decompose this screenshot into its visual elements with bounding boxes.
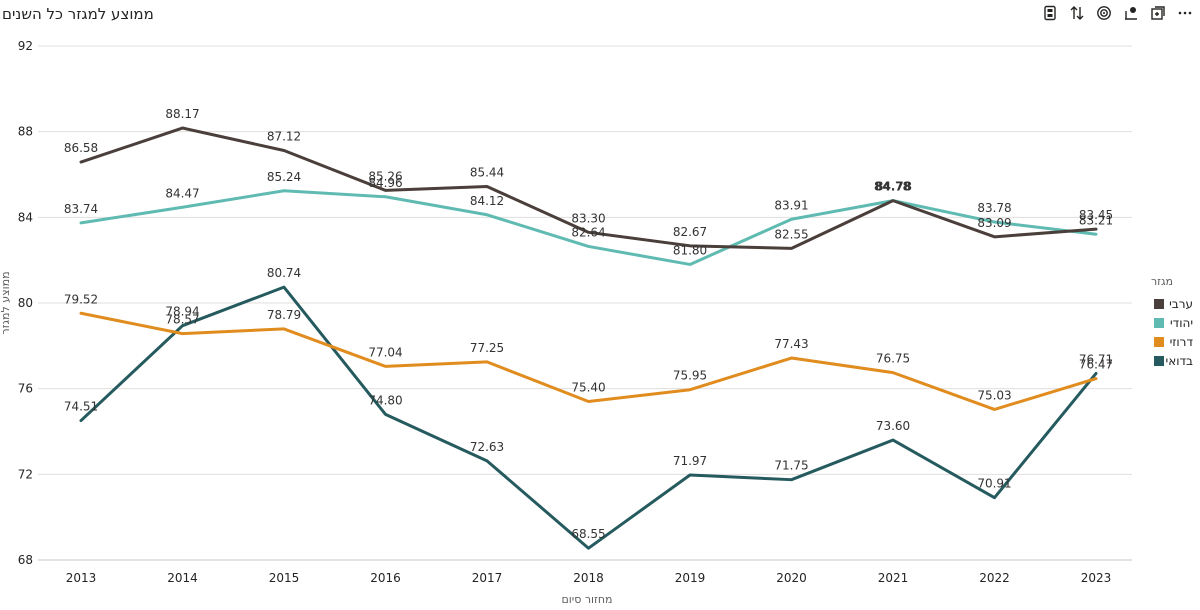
data-label: 85.26: [368, 169, 402, 183]
series-line[interactable]: [79, 126, 1098, 250]
x-tick-label: 2017: [472, 571, 503, 585]
y-axis-title: ממוצע למגזר: [0, 271, 12, 334]
more-icon[interactable]: [1176, 4, 1194, 22]
legend-swatch[interactable]: [1154, 337, 1164, 347]
data-label: 83.09: [977, 216, 1011, 230]
legend-label[interactable]: יהודי: [1170, 316, 1193, 330]
data-label: 83.21: [1079, 213, 1113, 227]
data-label: 75.40: [571, 381, 605, 395]
data-label: 74.80: [368, 393, 402, 407]
y-tick-label: 92: [18, 39, 33, 53]
expand-icon[interactable]: [1149, 4, 1167, 22]
legend-label[interactable]: דרוזי: [1170, 335, 1194, 349]
data-label: 84.96: [368, 176, 402, 190]
y-tick-label: 68: [18, 553, 33, 567]
data-label: 84.12: [470, 194, 504, 208]
data-label: 85.44: [470, 165, 504, 179]
data-label: 80.74: [267, 266, 301, 280]
focus-icon[interactable]: [1095, 4, 1113, 22]
y-tick-label: 76: [18, 382, 33, 396]
series-line[interactable]: [79, 285, 1098, 550]
data-label: 77.43: [774, 337, 808, 351]
y-tick-label: 72: [18, 467, 33, 481]
legend-swatch[interactable]: [1154, 356, 1164, 366]
series-line[interactable]: [79, 311, 1098, 411]
data-label: 68.55: [571, 527, 605, 541]
data-label: 86.58: [64, 141, 98, 155]
spotlight-icon[interactable]: [1122, 4, 1140, 22]
data-label: 84.78: [874, 180, 912, 194]
data-label: 88.17: [165, 107, 199, 121]
legend-title: מגזר: [1151, 275, 1173, 288]
data-label: 76.75: [876, 352, 910, 366]
data-label: 71.75: [774, 459, 808, 473]
chart-title: ממוצע למגזר כל השנים: [2, 5, 154, 23]
data-label: 73.60: [876, 419, 910, 433]
y-tick-label: 88: [18, 125, 33, 139]
data-label: 83.45: [1079, 208, 1113, 222]
data-label: 75.03: [977, 388, 1011, 402]
data-label: 84.78: [876, 180, 910, 194]
data-label: 82.55: [774, 227, 808, 241]
data-label: 83.30: [571, 211, 605, 225]
legend-label[interactable]: בדואי: [1166, 354, 1194, 368]
data-label: 72.63: [470, 440, 504, 454]
data-label: 76.47: [1079, 358, 1113, 372]
data-label: 77.04: [368, 345, 402, 359]
data-label: 82.67: [673, 225, 707, 239]
data-label: 81.80: [673, 243, 707, 257]
x-tick-label: 2022: [979, 571, 1010, 585]
data-label: 85.24: [267, 170, 301, 184]
data-label: 78.94: [165, 305, 199, 319]
x-tick-label: 2013: [66, 571, 97, 585]
x-tick-label: 2018: [573, 571, 604, 585]
data-label: 83.74: [64, 202, 98, 216]
x-tick-label: 2015: [269, 571, 300, 585]
data-label: 83.78: [977, 201, 1011, 215]
x-tick-label: 2014: [167, 571, 198, 585]
legend-swatch[interactable]: [1154, 299, 1164, 309]
data-label: 77.25: [470, 341, 504, 355]
data-label: 82.64: [571, 225, 605, 239]
x-tick-label: 2020: [776, 571, 807, 585]
x-tick-label: 2021: [878, 571, 909, 585]
data-label: 78.79: [267, 308, 301, 322]
data-label: 79.52: [64, 292, 98, 306]
y-tick-label: 84: [18, 210, 33, 224]
x-axis-title: מחזור סיום: [561, 593, 612, 606]
y-tick-label: 80: [18, 296, 33, 310]
sort-icon[interactable]: [1068, 4, 1086, 22]
legend-swatch[interactable]: [1154, 318, 1164, 328]
data-label: 84.47: [165, 186, 199, 200]
data-label: 78.57: [165, 313, 199, 327]
legend-label[interactable]: ערבי: [1169, 297, 1193, 311]
data-label: 75.95: [673, 369, 707, 383]
visual-toolbar: [1041, 4, 1194, 22]
data-label: 83.91: [774, 198, 808, 212]
filter-icon[interactable]: [1041, 4, 1059, 22]
data-label: 71.97: [673, 454, 707, 468]
data-label: 87.12: [267, 130, 301, 144]
data-label: 70.91: [977, 477, 1011, 491]
data-label: 74.51: [64, 400, 98, 414]
x-tick-label: 2019: [675, 571, 706, 585]
data-label: 76.71: [1079, 352, 1113, 366]
series-line[interactable]: [79, 189, 1098, 266]
x-tick-label: 2023: [1081, 571, 1112, 585]
x-tick-label: 2016: [370, 571, 401, 585]
